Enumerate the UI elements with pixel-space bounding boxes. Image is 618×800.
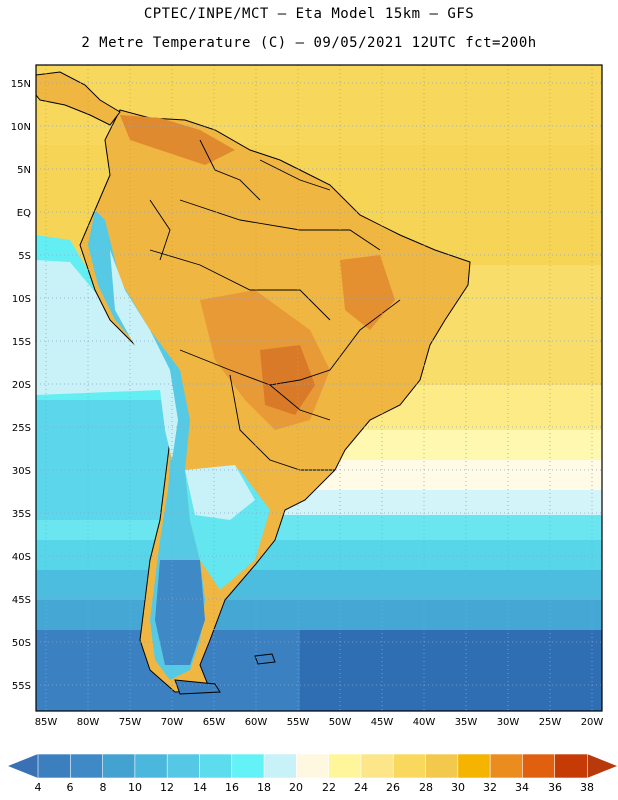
colorbar-segment [37,753,72,779]
colorbar-label: 6 [66,781,74,794]
colorbar-segment [199,753,233,779]
lon-label: 20W [581,717,604,728]
colorbar-segment [425,753,459,779]
colorbar-label: 30 [451,781,465,794]
colorbar-low-arrow-lower [8,754,38,766]
map-title-line2: 2 Metre Temperature (C) – 09/05/2021 12U… [81,35,537,51]
lon-label: 50W [329,717,352,728]
country-borders [149,139,401,471]
lat-label: 55S [12,681,31,692]
temperature-colorbar [8,753,617,779]
temperature-field [36,65,602,711]
colorbar-label: 22 [322,781,336,794]
lon-label: 55W [287,717,310,728]
colorbar-label: 12 [160,781,174,794]
colorbar-segment [392,753,427,779]
colorbar-label: 10 [128,781,142,794]
lon-label: 70W [161,717,184,728]
lon-label: 85W [35,717,58,728]
lon-label: 80W [77,717,100,728]
central-america-landmass [36,71,121,126]
lat-label: 35S [12,509,31,520]
colorbar-segment [554,753,588,779]
lat-label: 15N [11,79,31,90]
colorbar-label: 32 [483,781,497,794]
colorbar-low-arrow [8,766,38,778]
colorbar-label: 20 [289,781,303,794]
falkland-islands [254,653,276,665]
colorbar-segment [166,753,201,779]
lon-label: 60W [245,717,268,728]
colorbar-label: 18 [257,781,271,794]
colorbar-segment [522,753,556,779]
colorbar-label: 26 [386,781,400,794]
colorbar-label: 34 [515,781,529,794]
colorbar-label: 4 [34,781,42,794]
colorbar-segment [263,753,298,779]
lat-label: 50S [12,638,31,649]
lat-label: 45S [12,595,31,606]
colorbar-label: 8 [99,781,107,794]
lon-label: 30W [497,717,520,728]
colorbar-label: 14 [193,781,207,794]
colorbar-segment [134,753,168,779]
lat-label: 40S [12,552,31,563]
lon-label: 45W [371,717,394,728]
colorbar-high-arrow [587,754,617,778]
lat-label: 15S [12,337,31,348]
colorbar-segment [457,753,491,779]
lat-label: 5N [17,165,31,176]
map-title-line1: CPTEC/INPE/MCT – Eta Model 15km – GFS [143,6,475,22]
colorbar-segment [360,753,395,779]
lon-label: 75W [119,717,142,728]
lat-label: 20S [12,380,31,391]
lat-label: 5S [18,251,31,262]
colorbar-segment [296,753,330,779]
colorbar-label: 38 [580,781,594,794]
colorbar-segment [69,753,104,779]
colorbar-label: 28 [419,781,433,794]
lat-label: 25S [12,423,31,434]
latitude-axis: 15N 10N 5N EQ 5S 10S 15S 20S 25S 30S 35S… [11,79,31,692]
colorbar-label: 16 [225,781,239,794]
lon-label: 35W [455,717,478,728]
lat-label: 10S [12,294,31,305]
colorbar-segment [102,753,136,779]
colorbar-segment [231,753,265,779]
longitude-axis: 85W 80W 75W 70W 65W 60W 55W 50W 45W 40W … [35,717,604,728]
tierra-del-fuego [174,679,221,695]
lat-label: EQ [17,208,31,219]
colorbar-segment [328,753,362,779]
lon-label: 65W [203,717,226,728]
colorbar-segment [489,753,524,779]
lon-label: 25W [539,717,562,728]
lat-label: 10N [11,122,31,133]
colorbar-label: 36 [548,781,562,794]
lon-label: 40W [413,717,436,728]
colorbar-label: 24 [354,781,368,794]
lat-label: 30S [12,466,31,477]
map-frame [35,64,603,712]
